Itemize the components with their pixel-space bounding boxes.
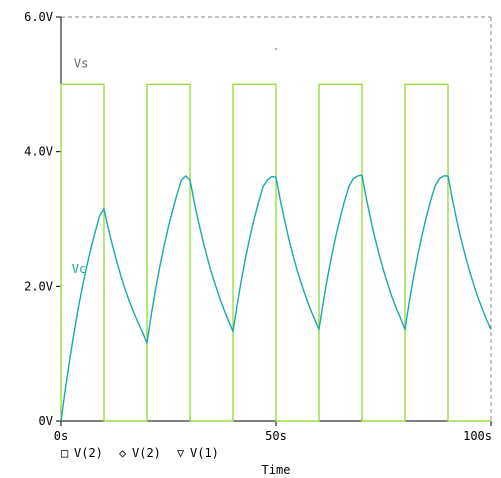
x-tick-label: 50s bbox=[265, 429, 287, 443]
legend-marker: ◇ bbox=[119, 446, 127, 460]
legend-label: V(1) bbox=[190, 446, 219, 460]
x-tick-label: 0s bbox=[54, 429, 68, 443]
stray-dot bbox=[275, 48, 277, 50]
y-tick-label: 0V bbox=[39, 414, 53, 428]
y-tick-label: 2.0V bbox=[24, 279, 53, 293]
x-tick-label: 100s bbox=[463, 429, 492, 443]
x-axis-ticks: 0s 50s 100s bbox=[54, 421, 492, 443]
legend-marker: □ bbox=[61, 446, 68, 460]
annotation-vs: Vs bbox=[74, 57, 88, 71]
series-layer bbox=[60, 83, 492, 422]
annotation-vc: Vc bbox=[72, 262, 86, 276]
annotation-layer: Vs Vc bbox=[72, 57, 89, 276]
series-line-v-2 bbox=[60, 174, 492, 422]
y-tick-label: 4.0V bbox=[24, 145, 53, 159]
series-line-v-1 bbox=[60, 83, 491, 422]
x-axis-label: Time bbox=[262, 463, 291, 477]
legend-label: V(2) bbox=[74, 446, 103, 460]
legend-label: V(2) bbox=[132, 446, 161, 460]
legend: □ V(2) ◇ V(2) ▽ V(1) bbox=[61, 446, 219, 460]
legend-marker: ▽ bbox=[177, 446, 185, 460]
y-tick-label: 6.0V bbox=[24, 10, 53, 24]
y-axis-ticks: 0V 2.0V 4.0V 6.0V bbox=[24, 10, 61, 428]
